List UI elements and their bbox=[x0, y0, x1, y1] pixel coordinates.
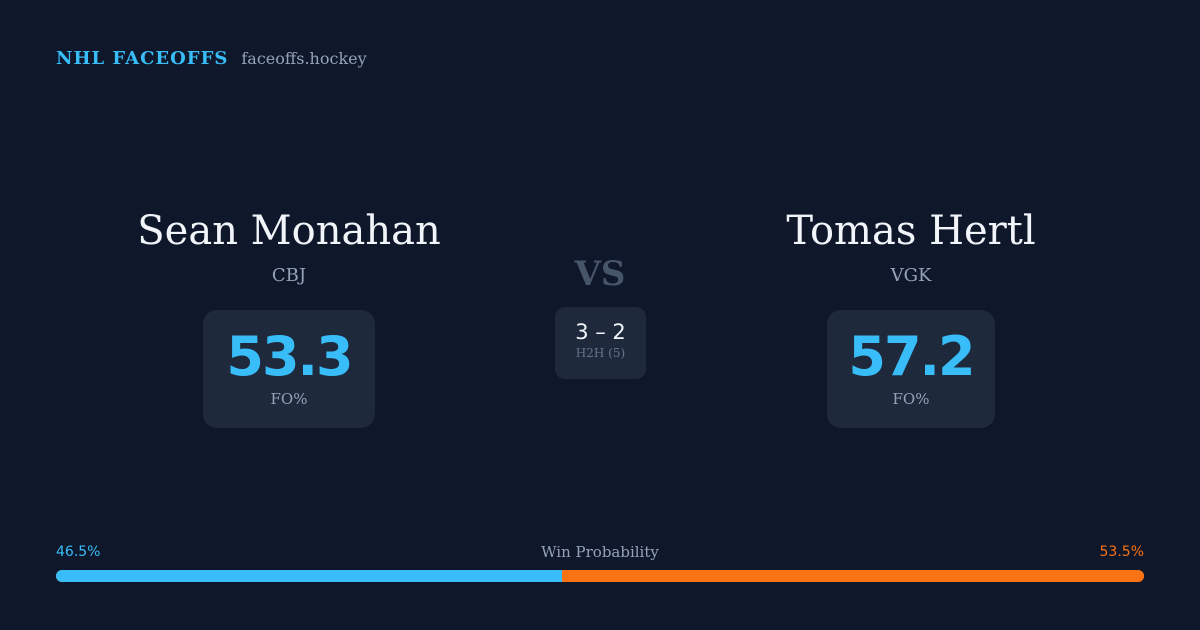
brand-site: faceoffs.hockey bbox=[241, 49, 367, 68]
vs-label: VS bbox=[574, 254, 626, 294]
player-left-fo-value: 53.3 bbox=[226, 325, 353, 388]
player-right-stat-card: 57.2 FO% bbox=[827, 310, 995, 428]
player-left-name: Sean Monahan bbox=[137, 208, 441, 254]
player-right-fo-label: FO% bbox=[892, 390, 930, 408]
win-prob-title: Win Probability bbox=[541, 543, 659, 561]
brand-header: NHL FACEOFFS faceoffs.hockey bbox=[56, 48, 367, 69]
player-left: Sean Monahan CBJ 53.3 FO% bbox=[79, 205, 499, 428]
h2h-score: 3 – 2 bbox=[575, 320, 626, 344]
win-prob-right-label: 53.5% bbox=[1099, 544, 1144, 560]
player-right-team: VGK bbox=[890, 265, 932, 286]
h2h-card: 3 – 2 H2H (5) bbox=[555, 307, 646, 379]
brand-name: NHL FACEOFFS bbox=[56, 48, 229, 69]
h2h-label: H2H (5) bbox=[575, 346, 626, 360]
win-prob-bar bbox=[56, 570, 1144, 582]
player-right: Tomas Hertl VGK 57.2 FO% bbox=[701, 205, 1121, 428]
player-right-name: Tomas Hertl bbox=[786, 208, 1036, 254]
win-prob-fill-left bbox=[56, 570, 562, 582]
win-prob-left-label: 46.5% bbox=[56, 544, 101, 560]
player-left-fo-label: FO% bbox=[270, 390, 308, 408]
player-left-stat-card: 53.3 FO% bbox=[203, 310, 375, 428]
player-right-fo-value: 57.2 bbox=[848, 325, 975, 388]
win-prob-fill-right bbox=[561, 570, 1144, 582]
player-left-team: CBJ bbox=[271, 265, 307, 286]
